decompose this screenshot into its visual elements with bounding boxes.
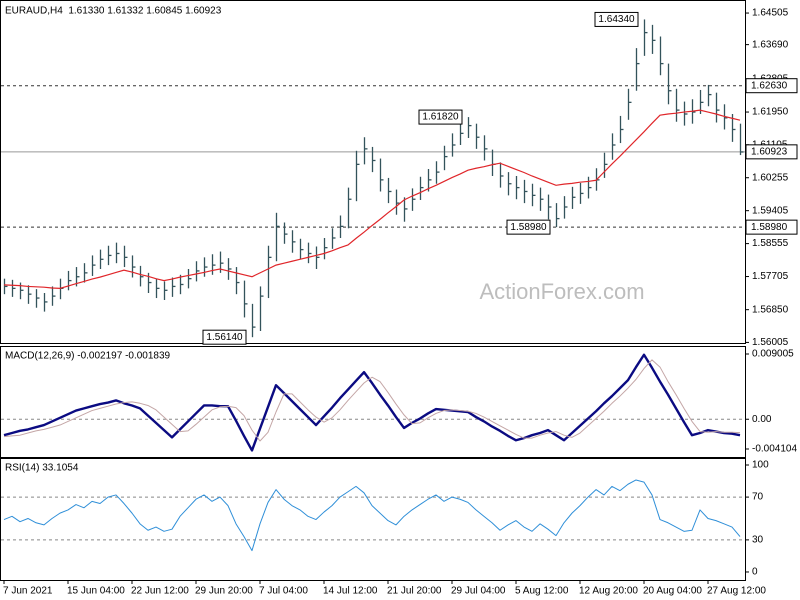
y-tick-label: -0.004104: [752, 444, 797, 455]
x-tick-label: 15 Jun 04:00: [67, 586, 125, 597]
x-tick-label: 12 Aug 20:00: [579, 586, 638, 597]
price-annotation-box: [506, 219, 551, 235]
x-tick-label: 7 Jun 2021: [3, 586, 53, 597]
level-label: 1.58980: [751, 222, 788, 233]
y-tick-label: 0.00: [752, 414, 772, 425]
level-label: 1.60923: [751, 146, 788, 157]
y-tick-label: 100: [752, 460, 769, 471]
x-tick-label: 21 Jul 20:00: [387, 586, 442, 597]
y-tick-label: 1.57705: [752, 271, 789, 282]
y-tick-label: 30: [752, 535, 764, 546]
y-tick-label: 1.56005: [752, 337, 789, 348]
watermark: ActionForex.com: [479, 279, 644, 304]
x-tick-label: 7 Jul 04:00: [259, 586, 308, 597]
x-tick-label: 14 Jul 12:00: [323, 586, 378, 597]
y-tick-label: 70: [752, 492, 764, 503]
y-tick-label: 1.58555: [752, 238, 789, 249]
indicator-line: [3, 479, 741, 552]
price-annotation: 1.58980: [510, 222, 547, 233]
y-tick-label: 0: [752, 567, 758, 578]
level-label-box: [745, 78, 798, 94]
x-tick-label: 27 Aug 12:00: [707, 586, 766, 597]
price-annotation: 1.61820: [422, 112, 459, 123]
level-label-box: [745, 144, 798, 160]
price-panel-frame: [0, 0, 746, 344]
y-tick-label: 1.64505: [752, 8, 789, 19]
level-label: 1.62630: [751, 80, 788, 91]
x-tick-label: 5 Aug 12:00: [515, 586, 569, 597]
panel-title: MACD(12,26,9) -0.002197 -0.001839: [5, 351, 171, 362]
macd-panel-frame: [0, 346, 746, 458]
y-tick-label: 1.59405: [752, 205, 789, 216]
level-label-box: [745, 219, 798, 235]
y-tick-label: 1.56850: [752, 304, 789, 315]
panel-title: EURAUD,H4 1.61330 1.61332 1.60845 1.6092…: [5, 6, 222, 17]
x-tick-label: 22 Jun 12:00: [131, 586, 189, 597]
x-tick-label: 29 Jul 04:00: [451, 586, 506, 597]
indicator-line: [3, 359, 741, 442]
moving-average: [3, 109, 741, 289]
price-annotation-box: [594, 11, 639, 27]
x-tick-label: 20 Aug 04:00: [643, 586, 702, 597]
y-tick-label: 1.60255: [752, 172, 789, 183]
price-annotation-box: [202, 329, 247, 345]
price-annotation: 1.64340: [598, 14, 635, 25]
rsi-panel-frame: [0, 458, 746, 581]
y-tick-label: 1.61950: [752, 107, 789, 118]
indicator-line: [3, 353, 741, 452]
panel-title: RSI(14) 33.1054: [5, 463, 79, 474]
x-tick-label: 29 Jun 20:00: [195, 586, 253, 597]
y-tick-label: 1.63690: [752, 39, 789, 50]
price-annotation-box: [418, 109, 463, 125]
y-tick-label: 0.009005: [752, 349, 794, 360]
price-annotation: 1.56140: [206, 332, 243, 343]
